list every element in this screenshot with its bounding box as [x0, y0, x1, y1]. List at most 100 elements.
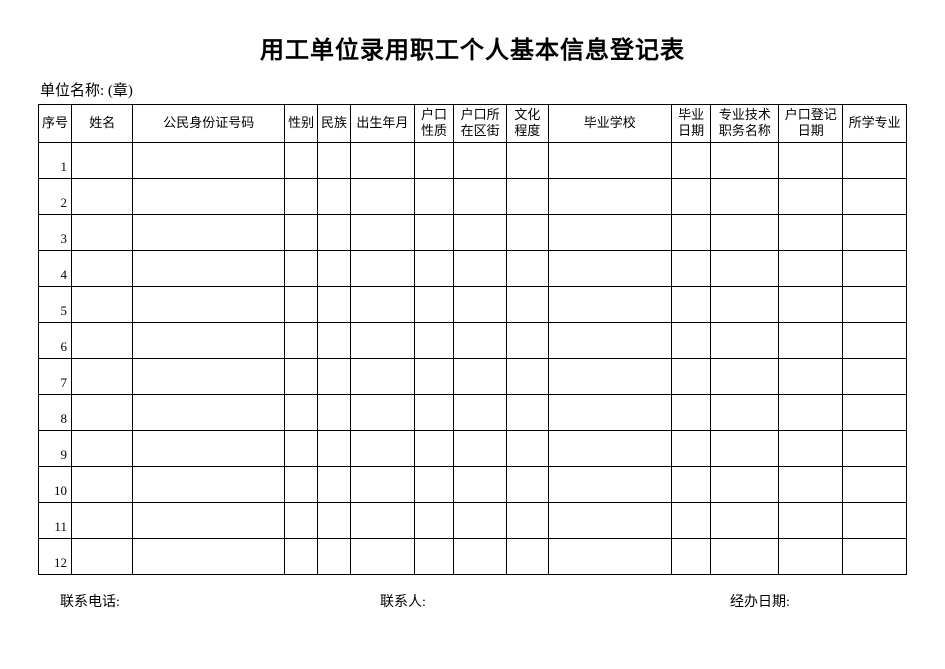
col-header: 序号: [39, 105, 72, 143]
data-cell: [318, 358, 351, 394]
data-cell: [351, 250, 415, 286]
data-cell: [507, 178, 549, 214]
data-cell: [318, 466, 351, 502]
data-cell: [779, 538, 843, 574]
data-cell: [318, 214, 351, 250]
data-cell: [507, 358, 549, 394]
data-cell: [351, 430, 415, 466]
data-cell: [414, 538, 454, 574]
data-cell: [414, 250, 454, 286]
footer: 联系电话: 联系人: 经办日期:: [38, 591, 907, 611]
data-cell: [454, 430, 507, 466]
data-cell: [318, 286, 351, 322]
col-header: 所学专业: [843, 105, 907, 143]
data-cell: [285, 538, 318, 574]
seq-cell: 12: [39, 538, 72, 574]
data-cell: [351, 538, 415, 574]
table-row: 8: [39, 394, 907, 430]
table-row: 9: [39, 430, 907, 466]
data-cell: [133, 502, 285, 538]
data-cell: [414, 214, 454, 250]
data-cell: [711, 214, 779, 250]
employee-table: 序号姓名公民身份证号码性别民族出生年月户口性质户口所在区街文化程度毕业学校毕业日…: [38, 104, 907, 575]
data-cell: [507, 394, 549, 430]
data-cell: [843, 142, 907, 178]
data-cell: [507, 214, 549, 250]
table-row: 3: [39, 214, 907, 250]
data-cell: [454, 214, 507, 250]
data-cell: [351, 358, 415, 394]
col-header: 文化程度: [507, 105, 549, 143]
data-cell: [779, 286, 843, 322]
data-cell: [133, 142, 285, 178]
data-cell: [454, 502, 507, 538]
data-cell: [133, 430, 285, 466]
data-cell: [711, 142, 779, 178]
data-cell: [133, 286, 285, 322]
table-row: 5: [39, 286, 907, 322]
data-cell: [351, 502, 415, 538]
data-cell: [414, 430, 454, 466]
data-cell: [507, 250, 549, 286]
data-cell: [779, 178, 843, 214]
seq-cell: 6: [39, 322, 72, 358]
page-title: 用工单位录用职工个人基本信息登记表: [38, 30, 907, 65]
data-cell: [779, 142, 843, 178]
seq-cell: 10: [39, 466, 72, 502]
data-cell: [548, 430, 671, 466]
data-cell: [548, 502, 671, 538]
data-cell: [71, 430, 133, 466]
data-cell: [71, 250, 133, 286]
data-cell: [71, 394, 133, 430]
data-cell: [454, 394, 507, 430]
data-cell: [71, 502, 133, 538]
seq-cell: 9: [39, 430, 72, 466]
data-cell: [285, 322, 318, 358]
data-cell: [133, 466, 285, 502]
data-cell: [285, 394, 318, 430]
data-cell: [843, 322, 907, 358]
data-cell: [318, 430, 351, 466]
data-cell: [133, 358, 285, 394]
data-cell: [507, 322, 549, 358]
data-cell: [507, 502, 549, 538]
data-cell: [779, 466, 843, 502]
data-cell: [351, 394, 415, 430]
seq-cell: 8: [39, 394, 72, 430]
data-cell: [548, 358, 671, 394]
data-cell: [711, 358, 779, 394]
data-cell: [133, 394, 285, 430]
data-cell: [351, 214, 415, 250]
data-cell: [779, 250, 843, 286]
data-cell: [548, 466, 671, 502]
data-cell: [843, 358, 907, 394]
data-cell: [671, 394, 711, 430]
data-cell: [548, 142, 671, 178]
data-cell: [843, 502, 907, 538]
data-cell: [548, 214, 671, 250]
data-cell: [133, 322, 285, 358]
table-row: 2: [39, 178, 907, 214]
data-cell: [133, 538, 285, 574]
data-cell: [351, 322, 415, 358]
col-header: 毕业日期: [671, 105, 711, 143]
data-cell: [507, 286, 549, 322]
data-cell: [671, 358, 711, 394]
data-cell: [414, 286, 454, 322]
data-cell: [671, 214, 711, 250]
data-cell: [71, 358, 133, 394]
data-cell: [671, 142, 711, 178]
table-row: 4: [39, 250, 907, 286]
handle-date-label: 经办日期:: [730, 591, 897, 611]
data-cell: [711, 502, 779, 538]
data-cell: [454, 322, 507, 358]
data-cell: [454, 250, 507, 286]
seq-cell: 4: [39, 250, 72, 286]
data-cell: [351, 142, 415, 178]
data-cell: [454, 358, 507, 394]
table-row: 6: [39, 322, 907, 358]
data-cell: [779, 430, 843, 466]
data-cell: [711, 250, 779, 286]
data-cell: [285, 466, 318, 502]
data-cell: [285, 430, 318, 466]
